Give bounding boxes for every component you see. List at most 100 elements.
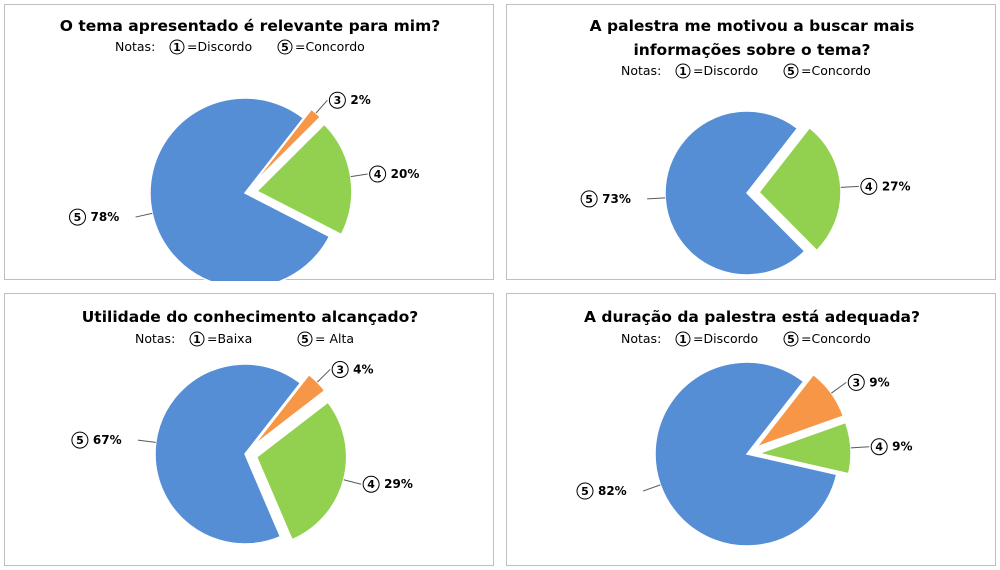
pie-slice: [754, 373, 845, 449]
slice-percent: 27%: [882, 179, 911, 193]
score-circle: [277, 39, 293, 55]
chart-panel-duration: A duração da palestra está adequada? Nota…: [506, 293, 996, 566]
pie-slice: [255, 401, 348, 541]
slice-score: 4: [367, 478, 375, 491]
leader-line: [850, 446, 870, 449]
notes-low-score: 1: [679, 65, 687, 78]
score-circle: [675, 63, 691, 79]
notes-prefix: Notas:: [135, 331, 175, 346]
score-circle: [580, 190, 598, 208]
pie-chart-motivation: A palestra me motivou a buscar mais infor…: [580, 17, 914, 276]
pie-chart-relevance: O tema apresentado é relevante para mim?…: [60, 17, 440, 281]
slice-label: 4 27%: [860, 177, 911, 195]
leader-line: [350, 173, 368, 178]
leader-line: [642, 484, 661, 492]
score-circle: [870, 438, 888, 456]
leader-line: [137, 439, 156, 443]
pie-slice: [154, 363, 302, 545]
slice-score: 4: [865, 180, 873, 193]
notes-prefix: Notas:: [621, 331, 661, 346]
notes-low-score: 1: [193, 333, 201, 346]
pie-slice: [255, 123, 353, 236]
slice-percent: 9%: [892, 440, 912, 454]
chart-title: Utilidade do conhecimento alcançado?: [82, 308, 419, 326]
leader-line: [647, 197, 666, 200]
slice-label: 5 82%: [576, 482, 627, 500]
slice-label: 3 9%: [847, 373, 890, 391]
chart-notes: Notas: 1 =Discordo 5 =Concordo: [621, 331, 871, 347]
pie-slice: [252, 373, 326, 447]
notes-low-label: =Discordo: [187, 39, 252, 54]
slice-label: 5 73%: [580, 190, 631, 208]
chart-title: A duração da palestra está adequada?: [584, 308, 920, 326]
chart-panel-motivation: A palestra me motivou a buscar mais infor…: [506, 4, 996, 280]
notes-high-label: = Alta: [315, 331, 354, 346]
slice-score: 3: [334, 94, 342, 107]
notes-prefix: Notas:: [115, 39, 155, 54]
slice-percent: 78%: [91, 210, 120, 224]
chart-title: O tema apresentado é relevante para mim?: [60, 17, 440, 35]
slice-label: 4 9%: [870, 438, 913, 456]
slice-score: 5: [581, 485, 589, 498]
slice-label: 5 78%: [69, 208, 120, 226]
score-circle: [69, 208, 87, 226]
score-circle: [783, 63, 799, 79]
leader-line: [317, 369, 331, 383]
slice-percent: 4%: [353, 362, 373, 376]
notes-high-label: =Concordo: [295, 39, 365, 54]
score-circle: [847, 373, 865, 391]
chart-notes: Notas: 1 =Baixa 5 = Alta: [135, 331, 354, 347]
leader-line: [135, 212, 153, 218]
score-circle: [189, 331, 205, 347]
score-circle: [362, 475, 380, 493]
chart-title: informações sobre o tema?: [633, 41, 870, 59]
score-circle: [783, 331, 799, 347]
slice-label: 4 29%: [362, 475, 413, 493]
notes-prefix: Notas:: [621, 63, 661, 78]
notes-high-score: 5: [787, 333, 795, 346]
notes-high-label: =Concordo: [801, 331, 871, 346]
chart-panel-relevance: O tema apresentado é relevante para mim?…: [4, 4, 494, 281]
pie-slice: [757, 126, 842, 252]
notes-high-label: =Concordo: [801, 63, 871, 78]
pie-slice: [664, 110, 806, 276]
slice-label: 3 2%: [328, 91, 371, 109]
slice-percent: 9%: [869, 375, 889, 389]
leader-line: [840, 185, 859, 188]
score-circle: [328, 91, 346, 109]
slice-percent: 82%: [598, 484, 627, 498]
slice-label: 5 67%: [71, 431, 122, 449]
score-circle: [169, 39, 185, 55]
slice-score: 3: [336, 363, 344, 376]
slice-percent: 67%: [93, 433, 122, 447]
score-circle: [71, 431, 89, 449]
slice-percent: 2%: [350, 93, 370, 107]
slice-score: 5: [74, 211, 82, 224]
slice-score: 4: [374, 168, 382, 181]
chart-notes: Notas: 1 =Discordo 5 =Concordo: [621, 63, 871, 79]
notes-low-score: 1: [679, 333, 687, 346]
slice-percent: 73%: [602, 192, 631, 206]
score-circle: [297, 331, 313, 347]
notes-low-label: =Baixa: [207, 331, 252, 346]
leader-line: [343, 479, 362, 485]
pie-slice: [756, 421, 852, 475]
pie-chart-duration: A duração da palestra está adequada? Nota…: [576, 308, 920, 547]
slice-score: 4: [875, 441, 883, 454]
leader-line: [831, 381, 847, 394]
slice-percent: 20%: [391, 167, 420, 181]
notes-low-label: =Discordo: [693, 331, 758, 346]
pie-chart-usefulness: Utilidade do conhecimento alcançado? Nota…: [71, 308, 419, 545]
slice-percent: 29%: [384, 477, 413, 491]
pie-slice: [149, 97, 331, 281]
notes-low-score: 1: [173, 41, 181, 54]
score-circle: [576, 482, 594, 500]
pie-slice: [654, 361, 838, 547]
score-circle: [860, 177, 878, 195]
slice-score: 5: [585, 193, 593, 206]
notes-low-label: =Discordo: [693, 63, 758, 78]
notes-high-score: 5: [301, 333, 309, 346]
leader-line: [315, 99, 328, 114]
slice-label: 4 20%: [369, 165, 420, 183]
score-circle: [675, 331, 691, 347]
